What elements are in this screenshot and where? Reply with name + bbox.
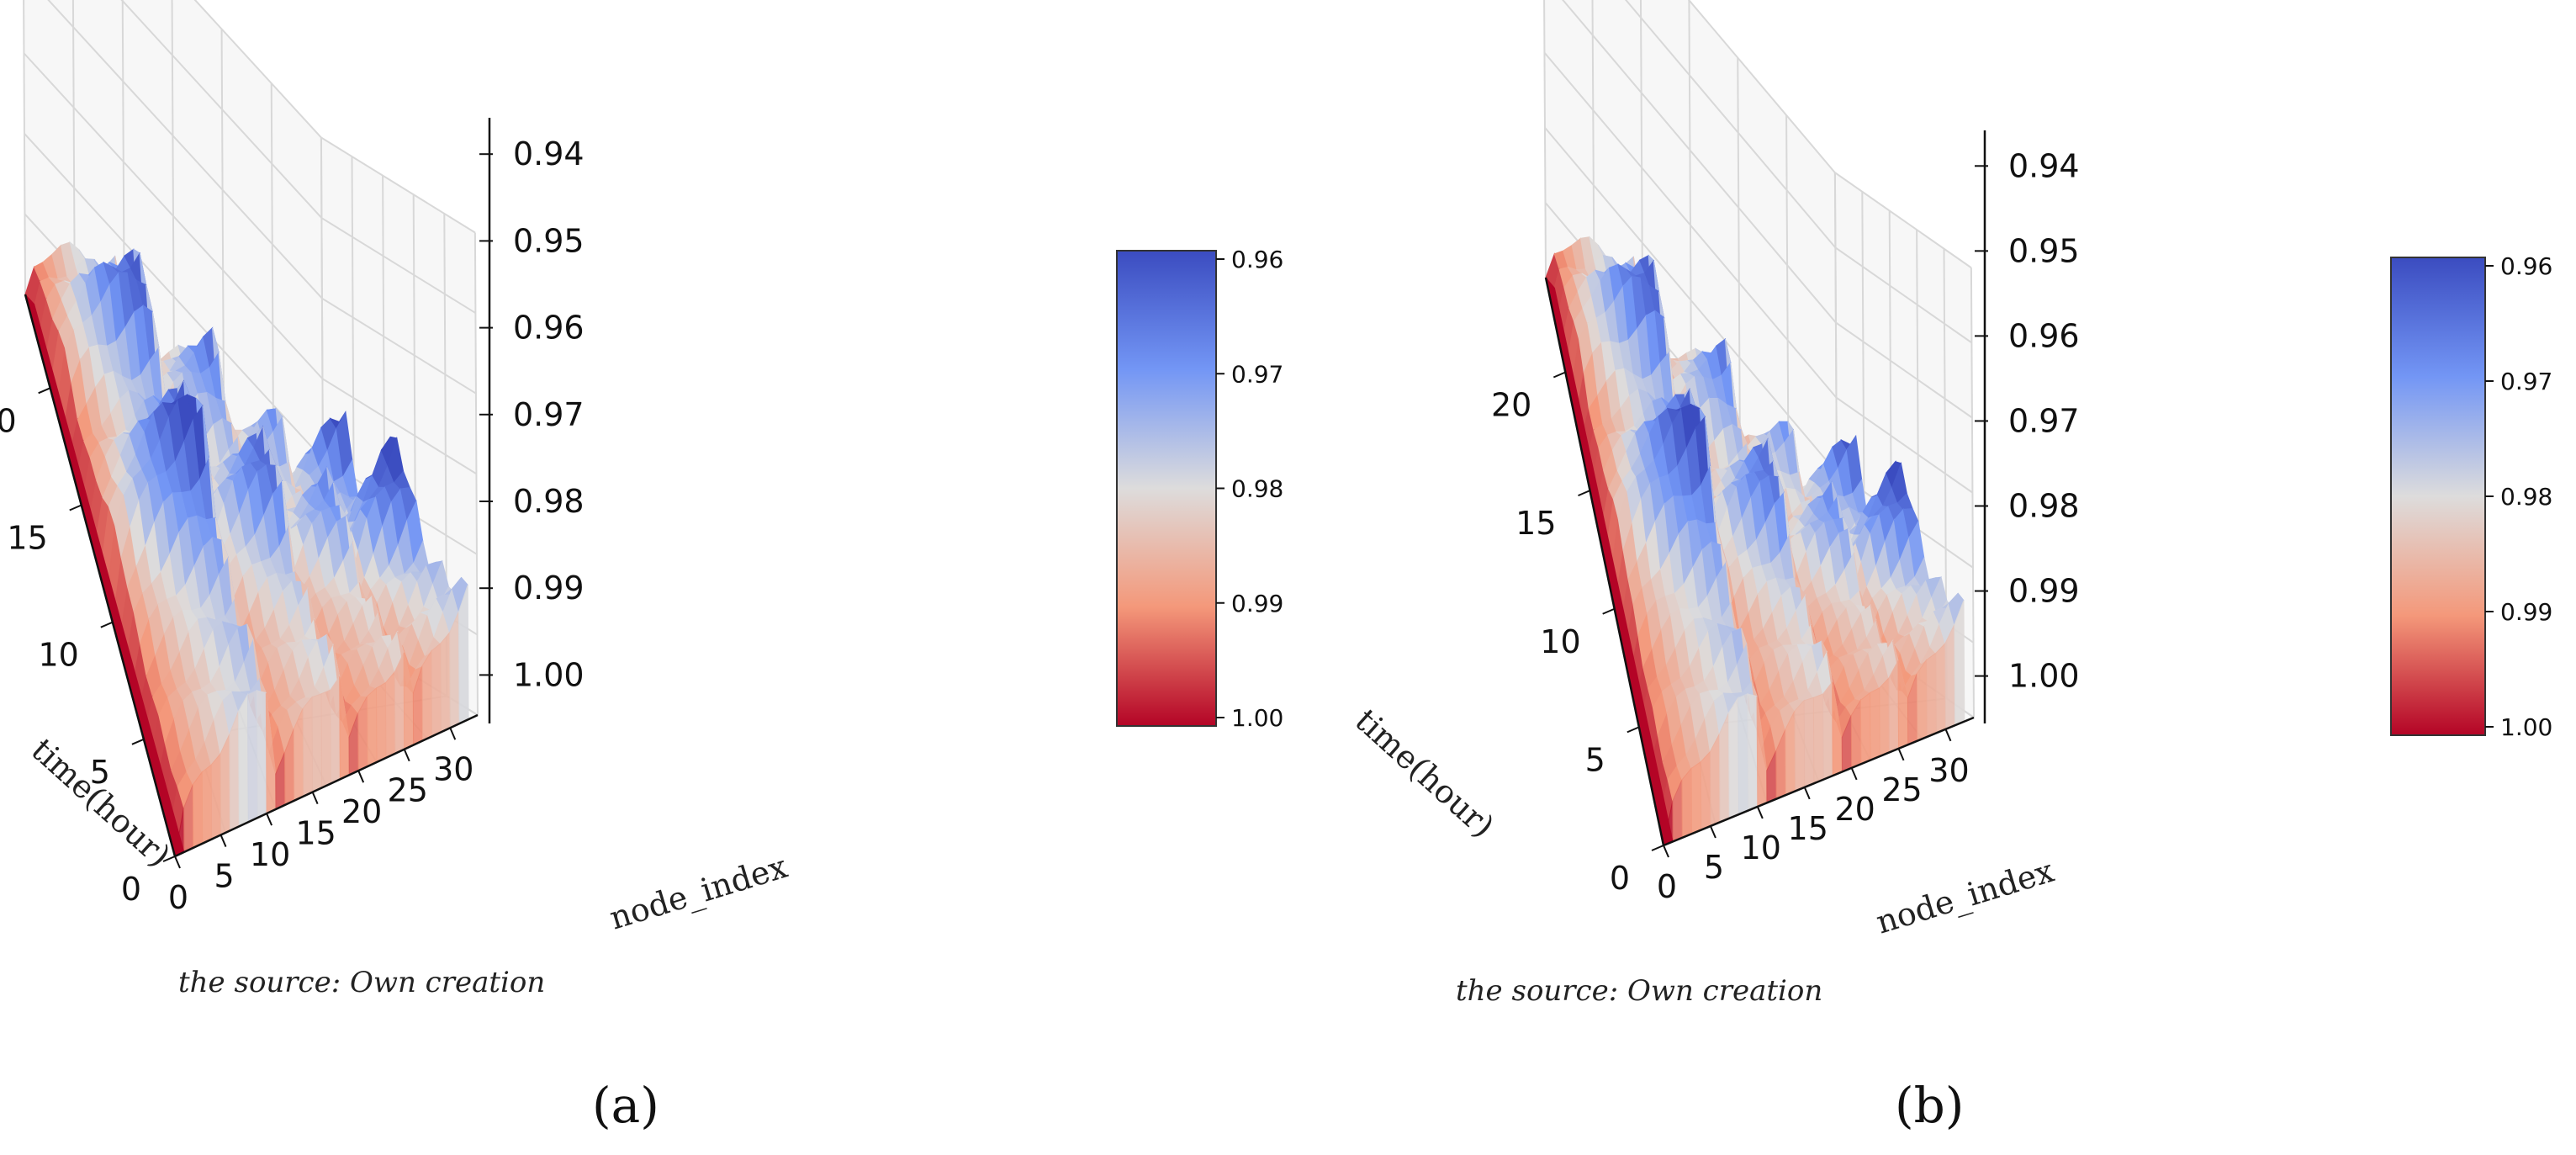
x-tick-mark [1850, 767, 1858, 781]
colorbar-tick-label: 0.98 [2500, 483, 2552, 511]
x-tick-mark [1944, 728, 1952, 742]
x-tick-label: 0 [1657, 868, 1677, 905]
y-tick-label: 15 [7, 520, 47, 557]
y-ticks: 0 5 10 15 20 [1491, 371, 1664, 897]
colorbar-tick-label: 0.97 [2500, 368, 2552, 395]
z-tick-label: 0.98 [513, 483, 584, 520]
y-tick-label: 5 [90, 754, 110, 791]
x-tick-mark [1803, 787, 1811, 800]
x-tick-label: 30 [1928, 752, 1969, 789]
x-tick-label: 10 [250, 836, 290, 873]
colorbar-tick-label: 0.96 [2500, 252, 2552, 280]
z-ticks: 0.94 0.95 0.96 0.97 0.98 0.99 1.00 [479, 135, 584, 693]
x-tick-label: 15 [1788, 810, 1828, 847]
z-tick-label: 0.98 [2008, 488, 2080, 525]
y-tick-mark [1627, 726, 1640, 734]
x-axis-label: node_index [606, 848, 792, 938]
x-tick-mark [449, 727, 457, 740]
x-tick-label: 5 [1704, 849, 1724, 886]
z-tick-label: 0.99 [2008, 573, 2080, 610]
x-tick-mark [1897, 748, 1905, 761]
panel-label: (a) [592, 1077, 659, 1134]
y-tick-mark [100, 621, 114, 628]
source-note: the source: Own creation [1456, 974, 1823, 1008]
z-tick-label: 0.94 [2008, 147, 2080, 184]
y-tick-mark [1651, 845, 1664, 851]
x-tick-label: 5 [214, 858, 234, 895]
z-tick-label: 0.96 [513, 310, 584, 347]
y-tick-label: 20 [1491, 387, 1531, 424]
x-tick-mark [1756, 806, 1764, 819]
x-tick-mark [174, 856, 181, 869]
y-tick-mark [1552, 371, 1566, 379]
y-tick-mark [1578, 490, 1590, 497]
x-tick-mark [403, 749, 410, 762]
x-tick-label: 25 [388, 772, 428, 809]
colorbar-tick-label: 0.99 [1231, 590, 1283, 617]
surface-mesh [1545, 236, 1965, 846]
colorbar-tick-label: 1.00 [1231, 704, 1283, 732]
panel-label: (b) [1895, 1077, 1965, 1134]
z-tick-label: 0.97 [513, 396, 584, 433]
x-tick-label: 20 [1834, 791, 1875, 828]
z-tick-label: 0.99 [513, 570, 584, 607]
y-tick-label: 20 [0, 402, 17, 439]
x-tick-mark [266, 813, 273, 826]
x-axis-label: node_index [1872, 852, 2059, 942]
y-tick-mark [1602, 607, 1616, 615]
z-tick-label: 0.96 [2008, 317, 2080, 354]
z-tick-label: 0.95 [2008, 232, 2080, 269]
x-tick-mark [357, 770, 365, 783]
colorbar-gradient [2390, 257, 2486, 736]
z-tick-label: 0.97 [2008, 402, 2080, 439]
z-ticks: 0.94 0.95 0.96 0.97 0.98 0.99 1.00 [1975, 147, 2080, 695]
x-tick-label: 20 [341, 793, 382, 830]
y-tick-mark [69, 504, 82, 511]
x-tick-label: 10 [1741, 829, 1781, 866]
y-ticks: 0 5 10 15 20 [0, 387, 176, 908]
colorbar-tick-label: 0.98 [1231, 475, 1283, 503]
colorbar-tick-label: 0.99 [2500, 598, 2552, 626]
x-tick-mark [311, 792, 319, 805]
x-tick-label: 25 [1881, 771, 1922, 808]
z-tick-label: 0.95 [513, 222, 584, 259]
x-tick-label: 0 [168, 879, 188, 916]
y-tick-mark [38, 387, 51, 395]
y-axis-label: time(hour) [1348, 702, 1501, 845]
y-tick-label: 10 [1540, 623, 1580, 660]
y-tick-label: 10 [38, 637, 78, 674]
x-tick-label: 15 [295, 815, 336, 852]
y-tick-mark [131, 738, 145, 745]
colorbar-gradient [1116, 250, 1217, 727]
y-tick-label: 5 [1585, 741, 1605, 778]
colorbar-tick-label: 0.97 [1231, 360, 1283, 388]
x-tick-mark [220, 834, 227, 847]
source-note: the source: Own creation [178, 966, 546, 999]
axis-lines [1544, 130, 1986, 847]
y-tick-mark [162, 856, 176, 862]
figure-panel-b: 0 5 10 15 20 25 30 0 5 10 15 20 0.94 0.95 0.96 0.97 0.… [1288, 0, 2575, 1155]
x-tick-label: 30 [433, 750, 473, 787]
y-tick-label: 0 [121, 871, 141, 908]
surface-mesh [24, 241, 469, 857]
z-tick-label: 0.94 [513, 135, 584, 172]
x-tick-mark [1663, 845, 1669, 858]
colorbar: 0.96 0.97 0.98 0.99 1.00 [1116, 246, 1283, 732]
colorbar: 0.96 0.97 0.98 0.99 1.00 [2390, 252, 2552, 741]
colorbar-ticks: 0.96 0.97 0.98 0.99 1.00 [1216, 246, 1283, 732]
colorbar-ticks: 0.96 0.97 0.98 0.99 1.00 [2485, 252, 2552, 741]
colorbar-tick-label: 1.00 [2500, 713, 2552, 741]
y-tick-label: 15 [1515, 505, 1556, 542]
x-tick-mark [1709, 825, 1716, 839]
z-tick-label: 1.00 [513, 656, 584, 693]
colorbar-tick-label: 0.96 [1231, 246, 1283, 273]
y-tick-label: 0 [1610, 860, 1630, 897]
z-tick-label: 1.00 [2008, 658, 2080, 695]
